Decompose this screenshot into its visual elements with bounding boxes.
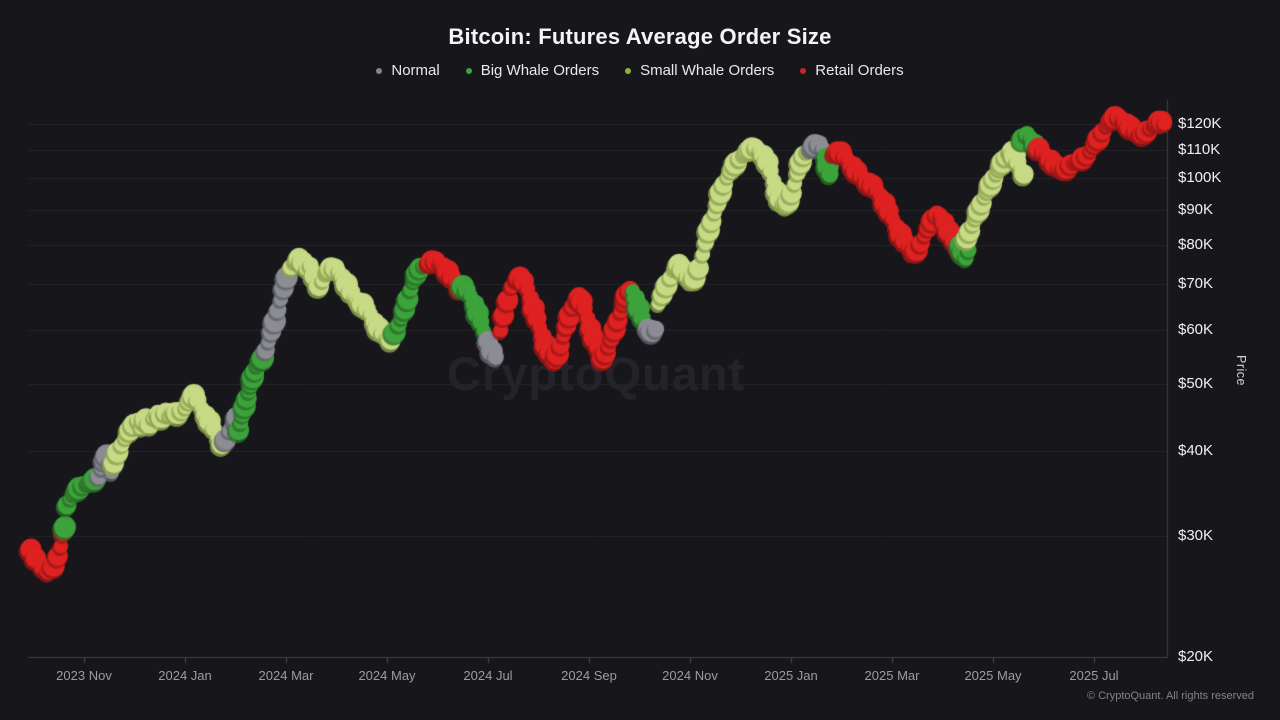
x-tick-label: 2023 Nov: [56, 668, 112, 683]
y-tick-label: $20K: [1178, 648, 1214, 665]
x-tick-label: 2025 Jan: [764, 668, 818, 683]
x-tick-label: 2025 Mar: [864, 668, 920, 683]
x-tick-label: 2024 Nov: [662, 668, 718, 683]
y-tick-label: $90K: [1178, 200, 1214, 218]
y-tick-label: $70K: [1178, 275, 1214, 293]
y-tick-label: $40K: [1178, 441, 1214, 459]
x-tick-label: 2025 Jul: [1069, 668, 1119, 683]
y-tick-label: $30K: [1178, 527, 1214, 545]
y-tick-label: $50K: [1178, 375, 1214, 393]
x-tick-label: 2024 May: [358, 668, 416, 683]
y-tick-label: $80K: [1178, 235, 1214, 253]
x-tick-label: 2024 Sep: [561, 668, 617, 683]
copyright-notice: © CryptoQuant. All rights reserved: [1086, 690, 1254, 702]
x-tick-label: 2024 Mar: [258, 668, 314, 683]
y-tick-label: $120K: [1178, 114, 1222, 132]
y-tick-label: $100K: [1178, 169, 1222, 187]
y-tick-label: $110K: [1178, 140, 1221, 158]
x-tick-label: 2024 Jul: [463, 668, 513, 683]
x-tick-label: 2024 Jan: [158, 668, 212, 683]
y-axis-title: Price: [1234, 355, 1248, 386]
x-tick-label: 2025 May: [964, 668, 1022, 683]
y-tick-label: $60K: [1178, 321, 1214, 339]
